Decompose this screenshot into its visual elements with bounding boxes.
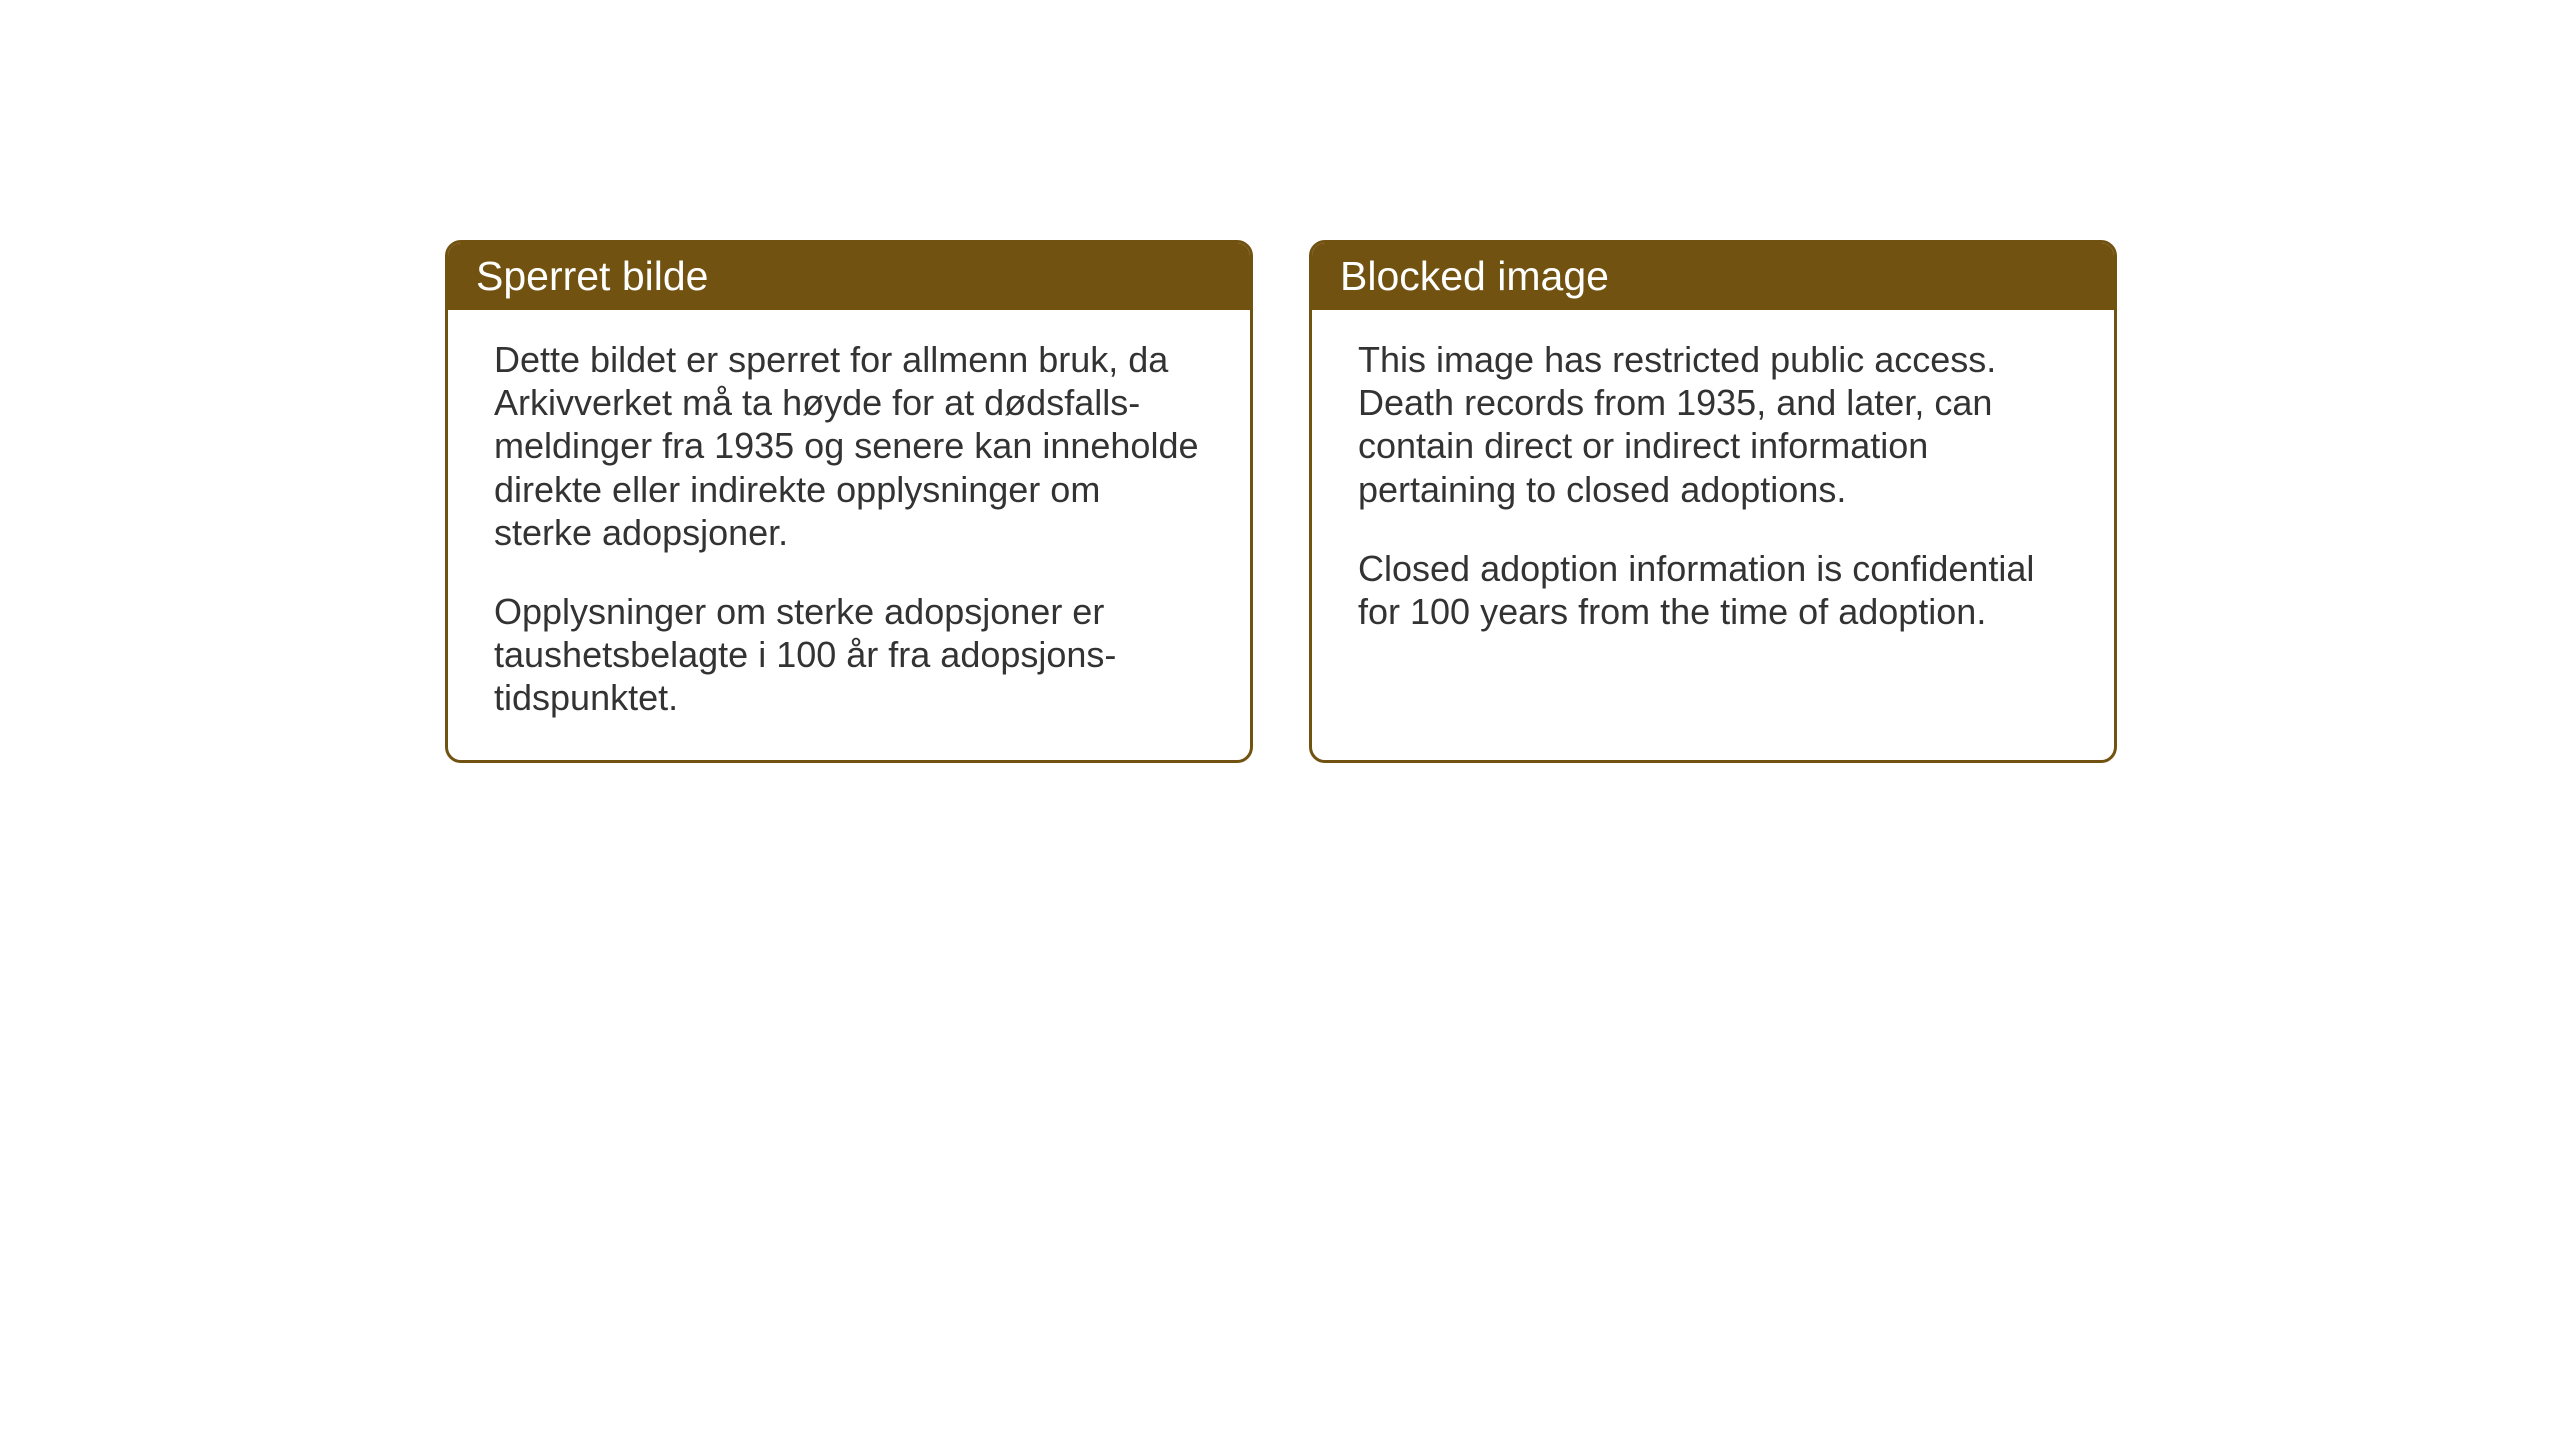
card-header-english: Blocked image [1312, 243, 2114, 310]
card-body-english: This image has restricted public access.… [1312, 310, 2114, 673]
notice-card-english: Blocked image This image has restricted … [1309, 240, 2117, 763]
notice-cards-container: Sperret bilde Dette bildet er sperret fo… [445, 240, 2117, 763]
notice-card-norwegian: Sperret bilde Dette bildet er sperret fo… [445, 240, 1253, 763]
paragraph-english-2: Closed adoption information is confident… [1358, 547, 2068, 633]
paragraph-norwegian-1: Dette bildet er sperret for allmenn bruk… [494, 338, 1204, 554]
paragraph-english-1: This image has restricted public access.… [1358, 338, 2068, 511]
paragraph-norwegian-2: Opplysninger om sterke adopsjoner er tau… [494, 590, 1204, 720]
card-body-norwegian: Dette bildet er sperret for allmenn bruk… [448, 310, 1250, 760]
card-header-norwegian: Sperret bilde [448, 243, 1250, 310]
